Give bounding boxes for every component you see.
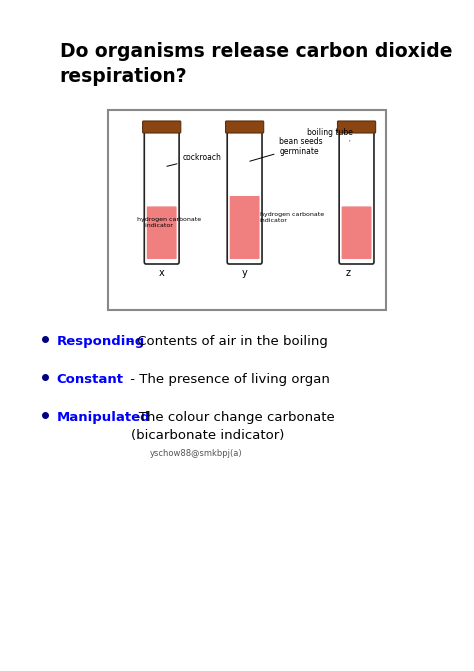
Text: bean seeds
germinate: bean seeds germinate xyxy=(250,137,323,161)
FancyBboxPatch shape xyxy=(147,207,177,259)
FancyBboxPatch shape xyxy=(337,121,375,133)
Text: (bicarbonate indicator): (bicarbonate indicator) xyxy=(131,429,284,442)
FancyBboxPatch shape xyxy=(339,130,374,264)
Text: Responding: Responding xyxy=(56,335,145,348)
Text: yschow88@smkbpj(a): yschow88@smkbpj(a) xyxy=(150,449,243,458)
FancyBboxPatch shape xyxy=(226,121,264,133)
FancyBboxPatch shape xyxy=(230,196,260,259)
Text: y: y xyxy=(242,268,247,278)
Text: z: z xyxy=(346,268,351,278)
Text: - Contents of air in the boiling: - Contents of air in the boiling xyxy=(124,335,328,348)
FancyBboxPatch shape xyxy=(143,121,181,133)
Text: hydrogen carbonate
indicator: hydrogen carbonate indicator xyxy=(260,212,324,223)
FancyBboxPatch shape xyxy=(108,110,385,310)
Text: cockroach: cockroach xyxy=(167,153,221,166)
Text: hydrogen carbonate
    indicator: hydrogen carbonate indicator xyxy=(137,217,201,228)
Text: Do organisms release carbon dioxide
respiration?: Do organisms release carbon dioxide resp… xyxy=(60,42,452,86)
FancyBboxPatch shape xyxy=(227,130,262,264)
FancyBboxPatch shape xyxy=(144,130,179,264)
Text: - The presence of living organ: - The presence of living organ xyxy=(109,373,329,386)
Text: Constant: Constant xyxy=(56,373,123,386)
Text: -The colour change carbonate: -The colour change carbonate xyxy=(131,411,335,424)
Text: boiling tube: boiling tube xyxy=(307,128,353,141)
Text: Manipulated: Manipulated xyxy=(56,411,150,424)
Text: x: x xyxy=(159,268,164,278)
FancyBboxPatch shape xyxy=(342,207,372,259)
